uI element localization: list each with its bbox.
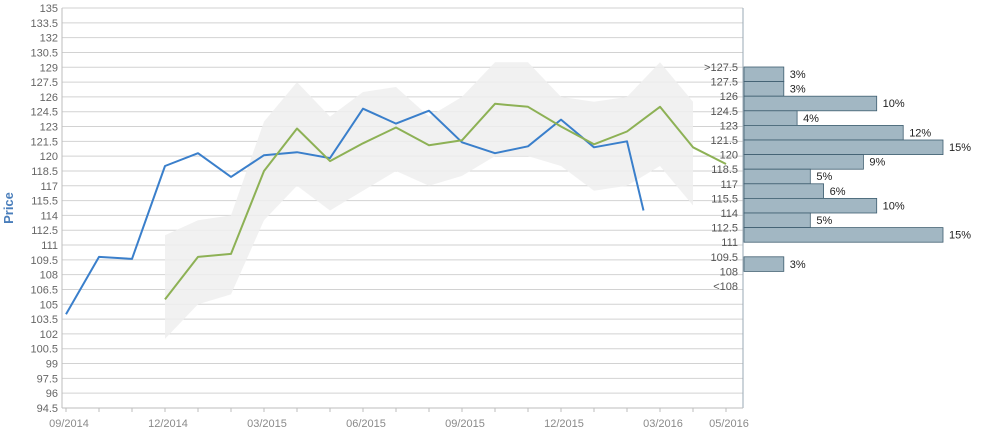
y-tick-label: 126 [40, 92, 58, 104]
y-tick-label: 117 [40, 181, 58, 193]
bucket-label: 115.5 [711, 193, 738, 205]
x-tick-label: 05/2016 [709, 418, 749, 430]
distribution-bar [743, 197, 878, 214]
x-tick-label: 09/2015 [445, 418, 485, 430]
y-tick-label: 97.5 [37, 373, 58, 385]
axes [61, 8, 744, 412]
y-tick-label: 120 [40, 151, 58, 163]
y-tick-label: 133.5 [30, 18, 58, 30]
forecast-band [165, 62, 693, 339]
y-tick-label: 127.5 [30, 77, 58, 89]
bucket-label: 124.5 [710, 106, 738, 118]
bucket-label: 127.5 [710, 77, 738, 89]
y-tick-label: 106.5 [30, 284, 58, 296]
bar-percent-label: 9% [869, 157, 885, 169]
y-tick-label: 124.5 [30, 107, 58, 119]
bar-percent-label: 12% [909, 127, 931, 139]
y-tick-label: 129 [40, 62, 58, 74]
distribution-bar [743, 168, 811, 185]
x-tick-label: 12/2015 [544, 418, 584, 430]
bucket-label: 114 [720, 208, 738, 220]
forecast-band-area [165, 62, 693, 339]
y-tick-label: 118.5 [31, 166, 58, 178]
bar-percent-label: 15% [949, 142, 971, 154]
gridlines [62, 7, 743, 409]
y-tick-label: 99 [46, 359, 58, 371]
y-tick-label: 115.5 [31, 196, 58, 208]
y-tick-label: 94.5 [37, 403, 58, 415]
x-tick-label: 06/2015 [346, 418, 386, 430]
y-axis-label: Price [1, 192, 16, 224]
bucket-label: 112.5 [711, 223, 738, 235]
bucket-label: <108 [713, 281, 738, 293]
y-tick-label: 121.5 [30, 136, 58, 148]
distribution-bar [743, 212, 811, 229]
y-tick-label: 96 [46, 388, 58, 400]
distribution-bar [743, 95, 878, 112]
bucket-label: 108 [720, 266, 738, 278]
series-lines [65, 102, 727, 315]
series-line-1 [65, 107, 645, 315]
bar-percent-label: 3% [790, 259, 806, 271]
distribution-bars: >127.5 3% 127.5 3% 126 10% 124.5 4% 123 12% 121.5 1… [704, 62, 971, 293]
y-tick-label: 135 [40, 3, 58, 15]
distribution-bar [743, 125, 904, 141]
y-tick-label: 102 [40, 329, 58, 341]
bar-percent-label: 4% [803, 113, 819, 125]
y-tick-label: 103.5 [30, 314, 58, 326]
y-tick-label: 109.5 [30, 255, 58, 267]
bucket-label: 117 [720, 179, 738, 191]
bar-percent-label: 10% [883, 98, 905, 110]
bar-percent-label: 3% [790, 84, 806, 96]
bucket-label: 120 [720, 150, 738, 162]
bucket-label: 126 [720, 91, 738, 103]
tick-labels: 94.5 96 97.5 99 100.5 102 103.5 105 106.5 108 109.… [30, 3, 748, 430]
bucket-label: 123 [720, 120, 738, 132]
bar-percent-label: 10% [883, 200, 905, 212]
bar-percent-label: 3% [790, 69, 806, 81]
distribution-bar [743, 256, 785, 272]
distribution-bar [743, 66, 785, 83]
distribution-bar [743, 139, 944, 156]
distribution-bar [743, 227, 944, 243]
y-tick-label: 105 [40, 299, 58, 311]
x-tick-label: 03/2015 [247, 418, 287, 430]
x-tick-label: 09/2014 [49, 418, 89, 430]
distribution-bar [743, 183, 824, 199]
y-tick-label: 130.5 [30, 47, 58, 59]
bucket-label: 118.5 [711, 164, 738, 176]
bar-percent-label: 5% [816, 215, 832, 227]
distribution-bar [743, 154, 864, 170]
y-tick-label: 132 [40, 33, 58, 45]
bar-percent-label: 15% [949, 230, 971, 242]
y-tick-label: 112.5 [31, 225, 58, 237]
bucket-label: >127.5 [704, 62, 738, 74]
y-tick-label: 100.5 [30, 344, 58, 356]
y-tick-label: 108 [40, 270, 58, 282]
bucket-label: 121.5 [710, 135, 738, 147]
x-tick-label: 12/2014 [148, 418, 188, 430]
distribution-bar [743, 81, 785, 97]
series-line-2 [164, 102, 727, 301]
y-tick-label: 111 [41, 240, 58, 252]
bar-percent-label: 5% [816, 171, 832, 183]
distribution-bar [743, 110, 798, 126]
y-tick-label: 123 [40, 122, 58, 134]
bucket-label: 109.5 [710, 252, 738, 264]
y-tick-label: 114 [40, 210, 58, 222]
bucket-label: 111 [721, 237, 738, 249]
bar-percent-label: 6% [830, 186, 846, 198]
x-tick-label: 03/2016 [643, 418, 683, 430]
